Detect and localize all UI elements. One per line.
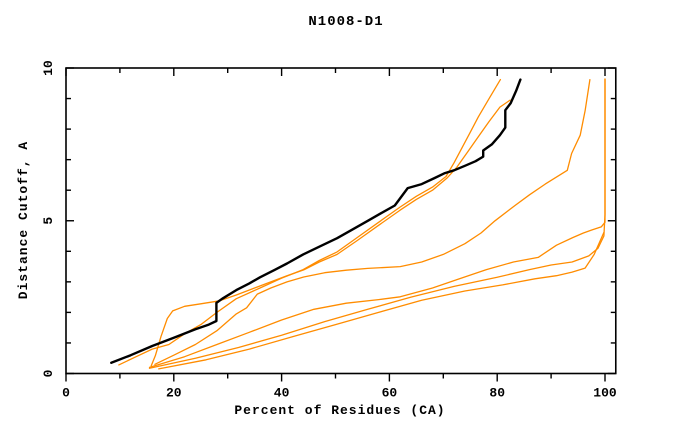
series-line-highlighted-model [110,78,522,364]
series-line-model-4 [154,78,591,365]
series-line-model-7 [158,231,605,370]
x-tick-label: 20 [166,386,182,401]
series-line-model-5 [148,78,606,369]
series-line-model-6 [148,78,606,369]
x-tick-label: 60 [382,386,398,401]
chart-title: N1008-D1 [308,14,384,30]
y-tick-label: 0 [41,369,56,377]
plot-frame [65,67,617,375]
x-tick-label: 0 [62,386,70,401]
x-axis-label: Percent of Residues (CA) [234,403,446,418]
series-line-model-3 [150,99,511,367]
x-tick-label: 40 [274,386,290,401]
series-line-model-2 [118,78,502,366]
y-tick-label: 5 [41,217,56,225]
y-tick-label: 10 [41,60,56,76]
x-tick-label: 80 [489,386,505,401]
x-tick-label: 100 [593,386,617,401]
